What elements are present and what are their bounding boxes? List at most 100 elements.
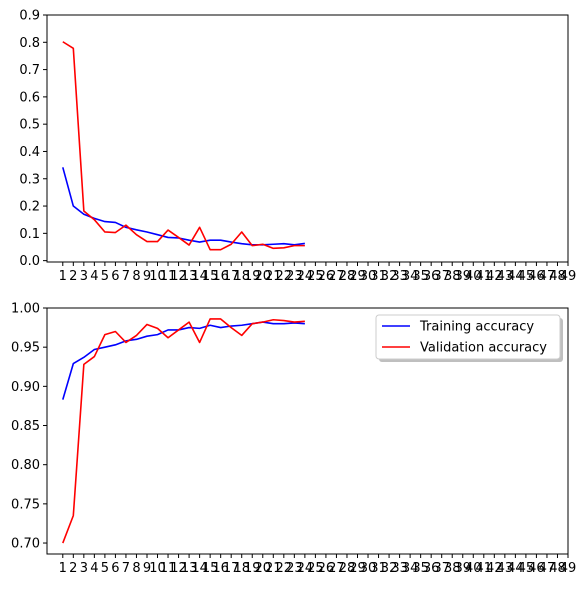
x-tick-label: 3 xyxy=(80,269,88,284)
x-tick-label: 27 xyxy=(328,561,345,576)
x-tick-label: 49 xyxy=(560,561,577,576)
x-tick-label: 10 xyxy=(149,561,166,576)
x-tick-label: 11 xyxy=(160,269,177,284)
y-tick-label: 0.3 xyxy=(19,172,40,187)
x-tick-label: 13 xyxy=(181,269,198,284)
y-tick-label: 0.75 xyxy=(11,497,40,512)
x-tick-label: 7 xyxy=(122,269,130,284)
x-tick-label: 26 xyxy=(318,269,335,284)
x-tick-label: 3 xyxy=(80,561,88,576)
x-tick-label: 34 xyxy=(402,269,419,284)
x-tick-label: 21 xyxy=(265,561,282,576)
y-tick-label: 0.90 xyxy=(11,380,40,395)
x-tick-label: 35 xyxy=(412,269,429,284)
x-tick-label: 6 xyxy=(111,269,119,284)
validation-accuracy-line xyxy=(62,318,305,544)
x-tick-label: 12 xyxy=(170,269,187,284)
x-tick-label: 33 xyxy=(391,269,408,284)
x-tick-label: 40 xyxy=(465,561,482,576)
x-tick-label: 29 xyxy=(349,561,366,576)
x-tick-label: 16 xyxy=(212,269,229,284)
y-tick-label: 0.8 xyxy=(19,36,40,51)
x-tick-label: 35 xyxy=(412,561,429,576)
validation-loss-line xyxy=(62,41,305,251)
x-tick-label: 38 xyxy=(444,561,461,576)
plot-frame xyxy=(46,14,569,263)
x-tick-label: 45 xyxy=(518,561,535,576)
x-tick-label: 44 xyxy=(507,269,524,284)
x-tick-label: 41 xyxy=(476,561,493,576)
x-tick-label: 36 xyxy=(423,269,440,284)
x-tick-label: 45 xyxy=(518,269,535,284)
y-tick-label: 0.4 xyxy=(19,145,40,160)
x-tick-label: 17 xyxy=(223,561,240,576)
x-tick-label: 19 xyxy=(244,269,261,284)
x-tick-label: 1 xyxy=(59,269,67,284)
x-tick-label: 37 xyxy=(433,561,450,576)
x-tick-label: 40 xyxy=(465,269,482,284)
x-tick-label: 14 xyxy=(191,561,208,576)
x-tick-label: 6 xyxy=(111,561,119,576)
y-tick-label: 0.2 xyxy=(19,200,40,215)
x-tick-label: 28 xyxy=(339,269,356,284)
x-tick-label: 22 xyxy=(276,269,293,284)
x-tick-label: 14 xyxy=(191,269,208,284)
x-tick-label: 23 xyxy=(286,269,303,284)
x-tick-label: 48 xyxy=(549,561,566,576)
x-tick-label: 18 xyxy=(233,561,250,576)
x-tick-label: 18 xyxy=(233,269,250,284)
x-tick-label: 16 xyxy=(212,561,229,576)
x-tick-label: 2 xyxy=(69,269,77,284)
x-tick-label: 22 xyxy=(276,561,293,576)
x-tick-label: 15 xyxy=(202,269,219,284)
x-tick-label: 19 xyxy=(244,561,261,576)
x-tick-label: 36 xyxy=(423,561,440,576)
x-tick-label: 9 xyxy=(143,561,151,576)
x-tick-label: 37 xyxy=(433,269,450,284)
y-tick-label: 0.7 xyxy=(19,63,40,78)
x-tick-label: 8 xyxy=(132,561,140,576)
y-tick-label: 0.80 xyxy=(11,458,40,473)
plot-frame xyxy=(46,307,569,555)
x-tick-label: 29 xyxy=(349,269,366,284)
x-tick-label: 31 xyxy=(370,561,387,576)
x-tick-label: 49 xyxy=(560,269,577,284)
x-tick-label: 7 xyxy=(122,561,130,576)
y-tick-label: 0.9 xyxy=(19,9,40,24)
accuracy-chart: 0.700.750.800.850.900.951.001 2 3 4 5 6 7 8 9101… xyxy=(11,302,576,577)
x-tick-label: 4 xyxy=(90,561,98,576)
y-tick-label: 0.5 xyxy=(19,118,40,133)
x-tick-label: 42 xyxy=(486,269,503,284)
x-tick-label: 32 xyxy=(381,269,398,284)
x-tick-label: 48 xyxy=(549,269,566,284)
x-tick-label: 39 xyxy=(454,269,471,284)
y-tick-label: 0.85 xyxy=(11,419,40,434)
x-tick-label: 24 xyxy=(297,269,314,284)
x-tick-label: 31 xyxy=(370,269,387,284)
x-tick-label: 41 xyxy=(476,269,493,284)
legend-label: Training accuracy xyxy=(419,320,534,335)
y-tick-label: 0.95 xyxy=(11,341,40,356)
x-tick-label: 42 xyxy=(486,561,503,576)
x-tick-label: 46 xyxy=(528,269,545,284)
x-tick-label: 23 xyxy=(286,561,303,576)
x-tick-label: 28 xyxy=(339,561,356,576)
x-tick-label: 38 xyxy=(444,269,461,284)
x-tick-label: 24 xyxy=(297,561,314,576)
x-tick-label: 11 xyxy=(160,561,177,576)
x-tick-label: 17 xyxy=(223,269,240,284)
x-tick-label: 20 xyxy=(254,561,271,576)
y-tick-label: 0.0 xyxy=(19,254,40,269)
x-tick-label: 44 xyxy=(507,561,524,576)
y-tick-label: 0.70 xyxy=(11,537,40,552)
x-tick-label: 20 xyxy=(254,269,271,284)
x-tick-label: 5 xyxy=(101,269,109,284)
x-tick-label: 30 xyxy=(360,269,377,284)
x-tick-label: 47 xyxy=(539,561,556,576)
x-tick-label: 15 xyxy=(202,561,219,576)
x-tick-label: 34 xyxy=(402,561,419,576)
x-tick-label: 27 xyxy=(328,269,345,284)
x-tick-label: 47 xyxy=(539,269,556,284)
x-tick-label: 12 xyxy=(170,561,187,576)
x-tick-label: 30 xyxy=(360,561,377,576)
